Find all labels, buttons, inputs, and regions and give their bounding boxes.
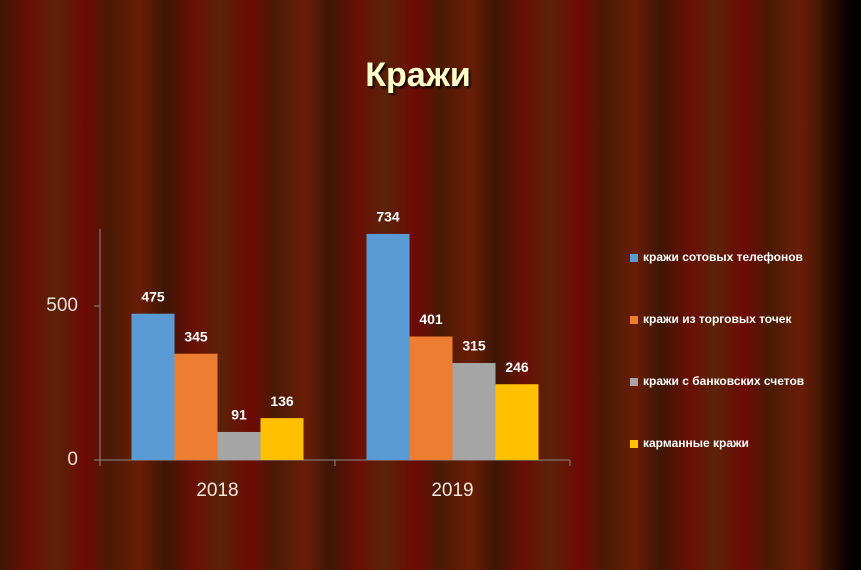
value-label: 315: [462, 338, 486, 354]
legend-label: карманные кражи: [643, 436, 749, 450]
bar: [366, 233, 410, 460]
bar: [131, 313, 175, 460]
bar: [495, 384, 539, 460]
y-tick-label: 500: [46, 295, 78, 316]
bar: [260, 418, 304, 460]
legend-swatch: [630, 254, 638, 262]
value-label: 475: [141, 288, 165, 304]
legend-label: кражи сотовых телефонов: [643, 250, 803, 264]
value-label: 91: [231, 407, 247, 423]
bar: [409, 336, 453, 460]
x-tick-label: 2018: [196, 480, 238, 501]
value-label: 136: [270, 393, 294, 409]
legend-label: кражи из торговых точек: [643, 312, 792, 326]
legend-label: кражи с банковских счетов: [643, 374, 804, 388]
value-label: 345: [184, 328, 208, 344]
legend-swatch: [630, 316, 638, 324]
bar: [452, 362, 496, 460]
x-tick-label: 2019: [431, 480, 473, 501]
chart-title: Кражи: [365, 56, 470, 94]
value-label: 401: [419, 311, 443, 327]
value-label: 734: [376, 209, 400, 225]
legend-swatch: [630, 378, 638, 386]
y-tick-label: 0: [67, 449, 78, 470]
bar: [217, 431, 261, 460]
legend-swatch: [630, 440, 638, 448]
bar: [174, 353, 218, 460]
value-label: 246: [505, 359, 529, 375]
